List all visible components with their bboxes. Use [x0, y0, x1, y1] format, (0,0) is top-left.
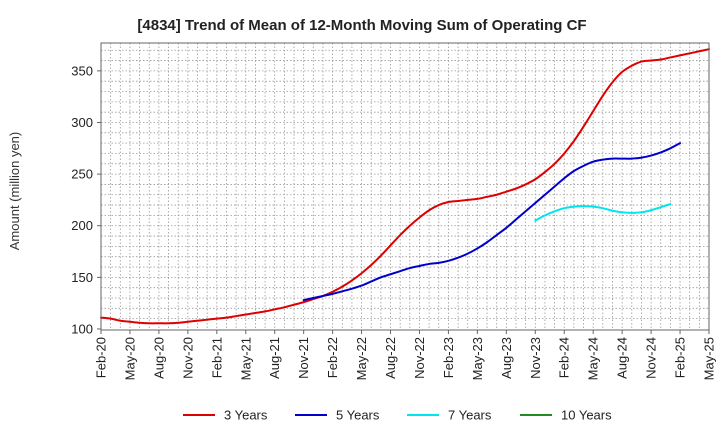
x-tick-label: May-23 — [470, 337, 485, 380]
x-tick-label: Nov-22 — [412, 337, 427, 379]
y-tick-label: 300 — [71, 115, 93, 130]
x-tick-label: May-24 — [586, 337, 601, 380]
x-tick-label: Feb-22 — [325, 337, 340, 378]
y-tick-label: 100 — [71, 321, 93, 336]
grid — [101, 43, 709, 330]
plot-area — [101, 43, 709, 330]
series-line-3-years — [100, 48, 710, 325]
x-axis: Feb-20 May-20 Aug-20 Nov-20 Feb-21 May-21 Aug-… — [94, 330, 717, 380]
legend-label-10-years: 10 Years — [561, 408, 612, 423]
x-tick-label: Nov-20 — [180, 337, 195, 379]
x-tick-label: Feb-24 — [557, 337, 572, 378]
x-tick-label: Nov-24 — [644, 337, 659, 379]
y-tick-label: 250 — [71, 167, 93, 182]
series-line-5-years — [302, 142, 682, 302]
legend: 3 Years 5 Years 7 Years 10 Years — [183, 408, 612, 423]
x-tick-label: May-25 — [702, 337, 717, 380]
x-tick-label: Aug-21 — [267, 337, 282, 379]
x-tick-label: Feb-20 — [94, 337, 109, 378]
y-tick-label: 150 — [71, 270, 93, 285]
y-axis-label: Amount (million yen) — [7, 132, 22, 251]
x-tick-label: May-21 — [238, 337, 253, 380]
x-tick-label: Nov-23 — [528, 337, 543, 379]
chart-title: [4834] Trend of Mean of 12-Month Moving … — [137, 17, 586, 34]
x-tick-label: Aug-20 — [151, 337, 166, 379]
x-tick-label: Nov-21 — [296, 337, 311, 379]
x-tick-label: Aug-24 — [615, 337, 630, 379]
x-tick-label: Feb-25 — [673, 337, 688, 378]
y-tick-label: 350 — [71, 63, 93, 78]
x-tick-label: May-22 — [354, 337, 369, 380]
x-tick-label: Feb-21 — [209, 337, 224, 378]
x-tick-label: Feb-23 — [441, 337, 456, 378]
legend-label-3-years: 3 Years — [224, 408, 268, 423]
plot-border — [100, 42, 710, 331]
x-tick-label: May-20 — [122, 337, 137, 380]
y-axis: 100 150 200 250 300 350 — [71, 63, 101, 336]
legend-label-7-years: 7 Years — [448, 408, 492, 423]
legend-label-5-years: 5 Years — [336, 408, 380, 423]
series-lines — [100, 48, 710, 325]
x-tick-label: Aug-23 — [499, 337, 514, 379]
y-tick-label: 200 — [71, 218, 93, 233]
x-tick-label: Aug-22 — [383, 337, 398, 379]
series-line-7-years — [534, 203, 672, 222]
